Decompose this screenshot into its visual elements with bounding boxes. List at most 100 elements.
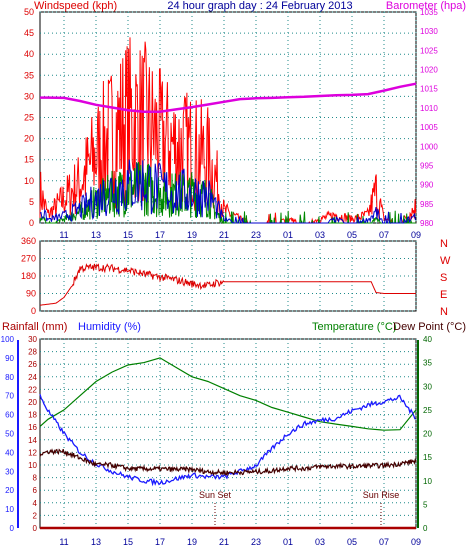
barometer-tick-label: 990 <box>420 181 434 190</box>
temperature-tick-label: 30 <box>423 382 432 391</box>
dewpoint-label: Dew Point (°C) <box>393 321 466 333</box>
x-tick-label: 23 <box>251 537 261 547</box>
x-tick-label: 05 <box>347 537 357 547</box>
barometer-tick-label: 985 <box>420 200 434 209</box>
direction-tick-label: 90 <box>26 289 36 299</box>
rainfall-tick-label: 8 <box>33 474 38 483</box>
x-tick-label: 07 <box>379 537 389 547</box>
rainfall-tick-label: 0 <box>33 524 38 533</box>
barometer-tick-label: 1035 <box>420 8 438 17</box>
windspeed-tick-label: 50 <box>24 7 34 17</box>
humidity-tick-label: 60 <box>5 411 14 420</box>
humidity-tick-label: 20 <box>5 486 14 495</box>
barometer-tick-label: 1030 <box>420 27 438 36</box>
x-tick-label: 19 <box>187 230 197 240</box>
humidity-tick-label: 80 <box>5 373 14 382</box>
humidity-tick-label: 40 <box>5 448 14 457</box>
windspeed-tick-label: 35 <box>24 70 34 80</box>
windspeed-tick-label: 15 <box>24 155 34 165</box>
x-tick-label: 01 <box>283 537 293 547</box>
sunset-label: Sun Set <box>199 490 232 500</box>
barometer-series <box>40 82 417 113</box>
windspeed-tick-label: 25 <box>24 113 34 123</box>
direction-tick-label: 180 <box>21 271 36 281</box>
rainfall-tick-label: 26 <box>28 360 37 369</box>
rainfall-tick-label: 16 <box>28 423 37 432</box>
dewpoint-series <box>39 448 417 477</box>
windspeed-tick-label: 5 <box>29 197 34 207</box>
rainfall-tick-label: 14 <box>28 436 37 445</box>
barometer-tick-label: 1010 <box>420 104 438 113</box>
barometer-tick-label: 1005 <box>420 123 438 132</box>
direction-tick-label: 270 <box>21 254 36 264</box>
humidity-tick-label: 10 <box>5 505 14 514</box>
x-tick-label: 09 <box>411 537 421 547</box>
x-tick-label: 13 <box>91 230 101 240</box>
direction-series <box>39 263 416 306</box>
temperature-tick-label: 40 <box>423 335 432 344</box>
barometer-tick-label: 1015 <box>420 85 438 94</box>
humidity-tick-label: 50 <box>5 430 14 439</box>
rainfall-tick-label: 12 <box>28 448 37 457</box>
compass-label: E <box>440 289 447 301</box>
x-tick-label: 05 <box>347 230 357 240</box>
rainfall-tick-label: 24 <box>28 373 37 382</box>
x-tick-label: 09 <box>411 230 421 240</box>
x-tick-label: 11 <box>59 537 68 547</box>
temperature-tick-label: 20 <box>423 430 432 439</box>
temperature-tick-label: 25 <box>423 406 432 415</box>
x-tick-label: 17 <box>155 537 165 547</box>
temperature-tick-label: 0 <box>423 524 428 533</box>
windspeed-tick-label: 45 <box>24 28 34 38</box>
x-tick-label: 15 <box>123 230 133 240</box>
windspeed-tick-label: 0 <box>29 218 34 228</box>
humidity-tick-label: 30 <box>5 467 14 476</box>
rainfall-tick-label: 30 <box>28 335 37 344</box>
temperature-series <box>39 357 417 431</box>
x-tick-label: 17 <box>155 230 165 240</box>
wind-average-series <box>39 159 416 224</box>
x-tick-label: 11 <box>59 230 68 240</box>
x-tick-label: 03 <box>315 537 325 547</box>
windspeed-tick-label: 20 <box>24 134 34 144</box>
windspeed-axis-label: Windspeed (kph) <box>34 0 117 12</box>
rainfall-tick-label: 20 <box>28 398 37 407</box>
x-tick-label: 21 <box>219 230 229 240</box>
humidity-tick-label: 100 <box>1 335 15 344</box>
compass-label: N <box>440 306 448 318</box>
rainfall-tick-label: 10 <box>28 461 37 470</box>
compass-label: W <box>440 255 451 267</box>
temperature-tick-label: 35 <box>423 359 432 368</box>
barometer-tick-label: 980 <box>420 219 434 228</box>
rainfall-tick-label: 18 <box>28 411 37 420</box>
humidity-tick-label: 0 <box>10 524 15 533</box>
x-tick-label: 13 <box>91 537 101 547</box>
barometer-tick-label: 1025 <box>420 46 438 55</box>
rainfall-tick-label: 22 <box>28 385 37 394</box>
humidity-tick-label: 70 <box>5 392 14 401</box>
rainfall-tick-label: 28 <box>28 348 37 357</box>
rainfall-tick-label: 4 <box>33 499 38 508</box>
rainfall-label: Rainfall (mm) <box>2 321 67 333</box>
x-tick-label: 23 <box>251 230 261 240</box>
barometer-tick-label: 995 <box>420 161 434 170</box>
windspeed-tick-label: 30 <box>24 91 34 101</box>
x-tick-label: 01 <box>283 230 293 240</box>
compass-label: S <box>440 272 447 284</box>
x-tick-label: 15 <box>123 537 133 547</box>
temperature-tick-label: 10 <box>423 477 432 486</box>
x-tick-label: 03 <box>315 230 325 240</box>
x-tick-label: 21 <box>219 537 229 547</box>
temperature-tick-label: 5 <box>423 500 428 509</box>
rainfall-tick-label: 6 <box>33 486 38 495</box>
temperature-tick-label: 15 <box>423 453 432 462</box>
chart-title: 24 hour graph day : 24 February 2013 <box>167 0 352 12</box>
direction-tick-label: 360 <box>21 236 36 246</box>
barometer-tick-label: 1020 <box>420 66 438 75</box>
x-tick-label: 19 <box>187 537 197 547</box>
barometer-tick-label: 1000 <box>420 142 438 151</box>
sunrise-label: Sun Rise <box>363 490 400 500</box>
windspeed-tick-label: 40 <box>24 49 34 59</box>
temperature-label: Temperature (°C) <box>312 321 396 333</box>
